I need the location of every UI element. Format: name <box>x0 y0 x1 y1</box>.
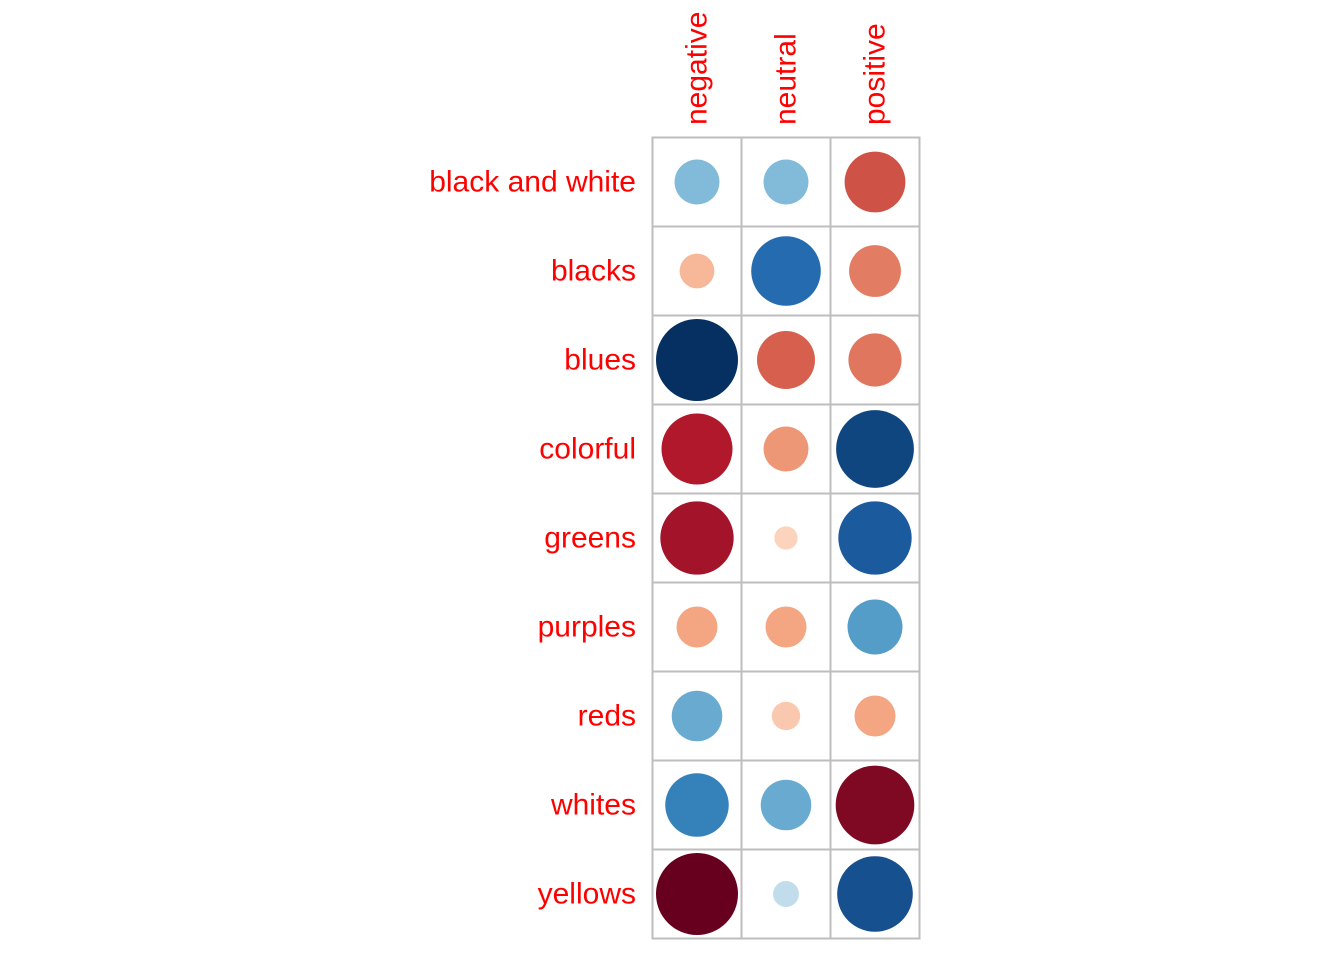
row-label: colorful <box>539 433 636 466</box>
circle-mark <box>765 606 807 648</box>
column-label: positive <box>859 23 892 125</box>
circle-mark <box>760 779 812 831</box>
column-labels: negative neutral positive <box>681 12 892 125</box>
circle-mark <box>848 333 902 387</box>
row-label: whites <box>550 789 636 822</box>
circle-mark <box>656 853 738 935</box>
column-label: negative <box>681 12 714 125</box>
circle-mark <box>773 881 799 907</box>
circle-mark <box>656 319 738 401</box>
circle-mark <box>751 236 821 306</box>
circle-mark <box>763 426 809 472</box>
row-label: purples <box>538 611 636 644</box>
circle-mark <box>671 690 723 742</box>
circle-mark <box>676 606 718 648</box>
row-label: yellows <box>538 878 636 911</box>
circle-mark <box>844 151 906 213</box>
circle-mark <box>835 765 915 845</box>
circle-mark <box>774 526 798 550</box>
circle-mark <box>661 413 733 485</box>
circle-mark <box>660 501 734 575</box>
circle-mark <box>763 159 809 205</box>
row-label: blues <box>564 344 636 377</box>
circle-mark <box>847 599 903 655</box>
circle-mark <box>665 773 729 837</box>
circle-mark <box>757 331 815 389</box>
circle-mark <box>836 410 914 488</box>
circle-mark <box>837 856 913 932</box>
row-labels: black and white blacks blues colorful greens… <box>429 166 636 911</box>
row-label: black and white <box>429 166 636 199</box>
row-label: greens <box>544 522 636 555</box>
circle-mark <box>674 159 720 205</box>
circle-mark <box>838 501 912 575</box>
circle-mark <box>771 701 801 731</box>
grid-cell <box>740 492 832 584</box>
circle-mark <box>849 245 901 297</box>
grid-cell <box>740 314 832 406</box>
circles <box>656 151 915 935</box>
column-label: neutral <box>770 33 803 125</box>
circle-mark <box>679 253 715 289</box>
row-label: reds <box>578 700 636 733</box>
row-label: blacks <box>551 255 636 288</box>
circle-mark <box>854 695 896 737</box>
